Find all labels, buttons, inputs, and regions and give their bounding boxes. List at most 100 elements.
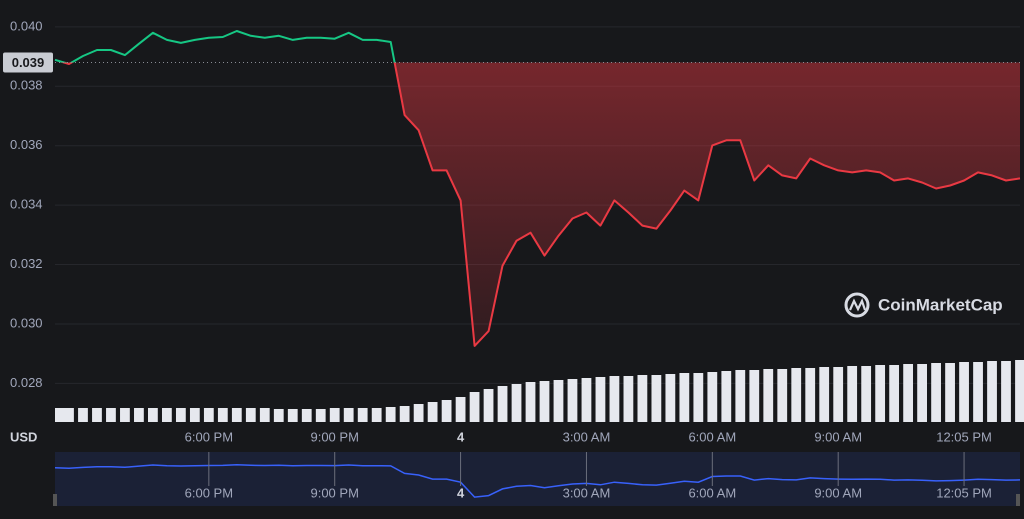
navigator-handle-left[interactable]	[53, 494, 57, 506]
volume-bar	[273, 409, 284, 422]
currency-label: USD	[10, 429, 37, 444]
volume-bar	[427, 402, 438, 422]
volume-bar	[609, 376, 620, 422]
volume-bar	[525, 382, 536, 422]
volume-bar	[959, 362, 969, 422]
volume-bar	[679, 373, 690, 422]
volume-bar	[931, 363, 941, 422]
watermark: CoinMarketCap	[844, 292, 1003, 318]
volume-bar	[245, 408, 256, 422]
reference-label: 0.039	[12, 55, 45, 70]
volume-bar	[203, 408, 214, 422]
watermark-text: CoinMarketCap	[878, 295, 1003, 314]
x-tick-label: 9:00 AM	[814, 429, 862, 444]
volume-bar	[847, 366, 858, 422]
volume-bar	[413, 404, 424, 422]
volume-bar	[749, 370, 760, 422]
volume-bar	[693, 373, 704, 422]
volume-bar	[917, 364, 927, 422]
x-tick-label: 4	[457, 429, 465, 444]
volume-bar	[120, 408, 130, 422]
y-tick-label: 0.034	[10, 197, 43, 212]
navigator-label: 9:00 AM	[814, 485, 862, 500]
volume-bar	[329, 408, 340, 422]
y-tick-label: 0.032	[10, 256, 43, 271]
volume-bar	[92, 408, 102, 422]
volume-bar	[623, 376, 634, 422]
navigator-label: 6:00 PM	[185, 485, 233, 500]
y-tick-label: 0.036	[10, 137, 43, 152]
navigator-label: 4	[457, 485, 465, 500]
volume-bar	[1015, 360, 1024, 422]
navigator-label: 12:05 PM	[936, 485, 992, 500]
volume-bar	[343, 408, 354, 422]
volume-bar	[161, 408, 172, 422]
volume-bar	[553, 380, 564, 422]
volume-bar	[665, 374, 676, 422]
volume-bar	[889, 365, 900, 422]
volume-bar	[777, 369, 788, 422]
volume-bar	[385, 407, 396, 422]
x-tick-label: 12:05 PM	[936, 429, 992, 444]
navigator-label: 9:00 PM	[310, 485, 358, 500]
volume-bar	[721, 371, 732, 422]
volume-bar	[469, 392, 480, 422]
volume-bar	[217, 408, 228, 422]
x-tick-label: 6:00 PM	[185, 429, 233, 444]
volume-bar	[945, 363, 955, 422]
volume-bar	[595, 377, 606, 422]
volume-bar	[357, 408, 368, 422]
volume-bar	[455, 397, 466, 422]
volume-bar	[763, 369, 774, 422]
price-line	[54, 30, 1021, 347]
volume-bar	[987, 361, 997, 422]
volume-bar	[371, 408, 382, 422]
volume-bar	[231, 408, 242, 422]
volume-bar	[148, 408, 158, 422]
volume-bar	[189, 408, 200, 422]
navigator-line	[54, 464, 1021, 498]
volume-bar	[735, 370, 746, 422]
volume-bar	[1001, 361, 1011, 422]
volume-bar	[511, 384, 522, 422]
volume-bar	[483, 389, 494, 422]
reference-label-box	[3, 52, 53, 73]
volume-bar	[441, 400, 452, 422]
x-tick-label: 9:00 PM	[310, 429, 358, 444]
y-tick-label: 0.038	[10, 78, 43, 93]
navigator-handle-right[interactable]	[1016, 494, 1020, 506]
volume-bar	[861, 366, 872, 422]
y-tick-label: 0.040	[10, 18, 43, 33]
volume-bar	[64, 408, 74, 422]
volume-bar	[106, 408, 116, 422]
x-tick-label: 3:00 AM	[563, 429, 611, 444]
volume-bar	[973, 362, 983, 422]
volume-bar	[637, 375, 648, 422]
volume-bar	[259, 408, 270, 422]
navigator-label: 6:00 AM	[688, 485, 736, 500]
y-tick-label: 0.028	[10, 375, 43, 390]
x-tick-label: 6:00 AM	[688, 429, 736, 444]
volume-bar	[903, 364, 914, 422]
volume-bar	[497, 386, 508, 422]
volume-bar	[55, 408, 65, 422]
volume-bar	[707, 372, 718, 422]
volume-bar	[819, 367, 830, 422]
volume-bar	[399, 406, 410, 422]
volume-bar	[78, 408, 88, 422]
volume-bar	[791, 368, 802, 422]
y-tick-label: 0.030	[10, 315, 43, 330]
volume-bar	[175, 408, 186, 422]
volume-bar	[539, 381, 550, 422]
volume-bar	[287, 409, 298, 422]
volume-bar	[301, 409, 312, 422]
volume-bar	[134, 408, 144, 422]
volume-bar	[567, 379, 578, 422]
navigator-label: 3:00 AM	[563, 485, 611, 500]
volume-bar	[651, 375, 662, 422]
volume-bar	[875, 365, 886, 422]
price-area	[64, 62, 1020, 346]
volume-bar	[833, 367, 844, 422]
volume-bar	[581, 378, 592, 422]
